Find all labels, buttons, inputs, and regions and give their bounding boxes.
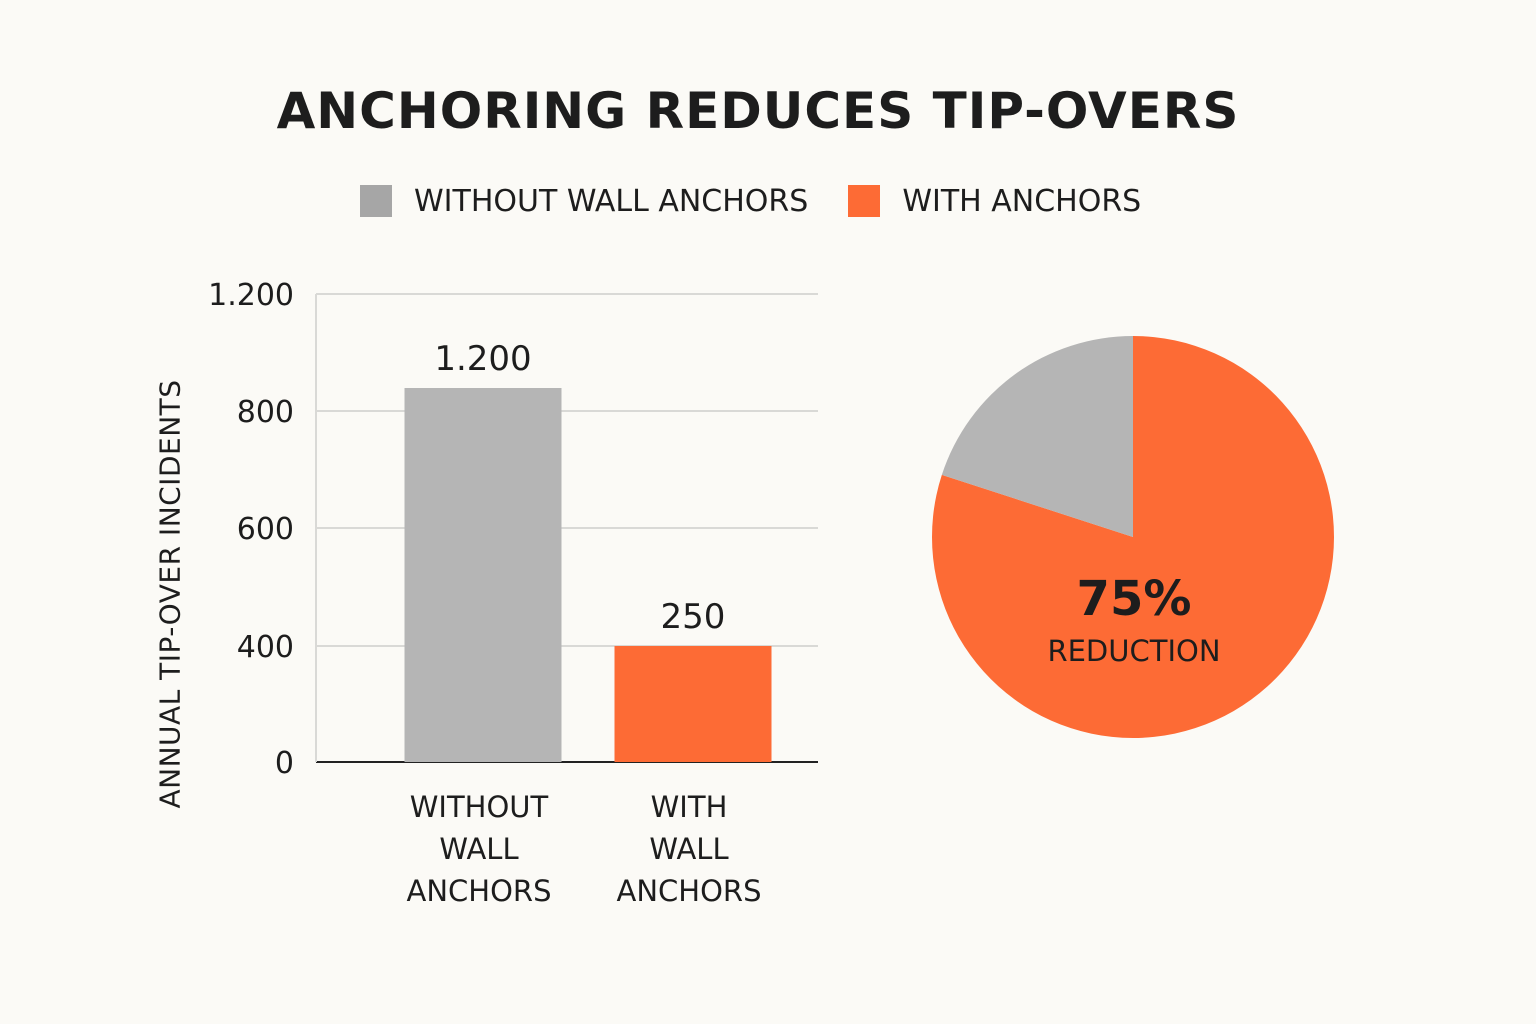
x-category-label: ANCHORS (617, 874, 762, 908)
x-category-label: WITH (651, 790, 728, 824)
x-category-label: WALL (649, 832, 728, 866)
bar-value-label: 250 (661, 597, 726, 637)
y-tick-label: 600 (237, 512, 294, 547)
legend-swatch-without-anchors (360, 185, 392, 217)
legend-item-with-anchors: WITH ANCHORS (848, 184, 1141, 219)
legend-swatch-with-anchors (848, 185, 881, 217)
pie-slice-without-anchors (941, 336, 1133, 537)
x-category-label: WITHOUT (410, 790, 549, 824)
chart-title: ANCHORING REDUCES TIP-OVERS (276, 82, 1240, 140)
bar-without-anchors (404, 388, 562, 762)
legend: WITHOUT WALL ANCHORS WITH ANCHORS (360, 183, 1141, 219)
legend-label-without-anchors: WITHOUT WALL ANCHORS (414, 183, 809, 219)
x-category-label: WALL (439, 832, 518, 866)
y-tick-label: 1.200 (208, 278, 294, 313)
bar-value-label: 1.200 (434, 339, 531, 379)
y-tick-label: 400 (237, 630, 294, 665)
x-category-label: ANCHORS (407, 874, 552, 908)
legend-item-without-anchors: WITHOUT WALL ANCHORS (360, 184, 808, 219)
y-tick-label: 0 (275, 746, 294, 781)
pie-center-value: 75% (1077, 571, 1192, 627)
bar-with-anchors (614, 646, 772, 762)
pie-center-sublabel: REDUCTION (1047, 634, 1220, 668)
y-tick-label: 800 (237, 395, 294, 430)
legend-label-with-anchors: WITH ANCHORS (902, 183, 1142, 219)
